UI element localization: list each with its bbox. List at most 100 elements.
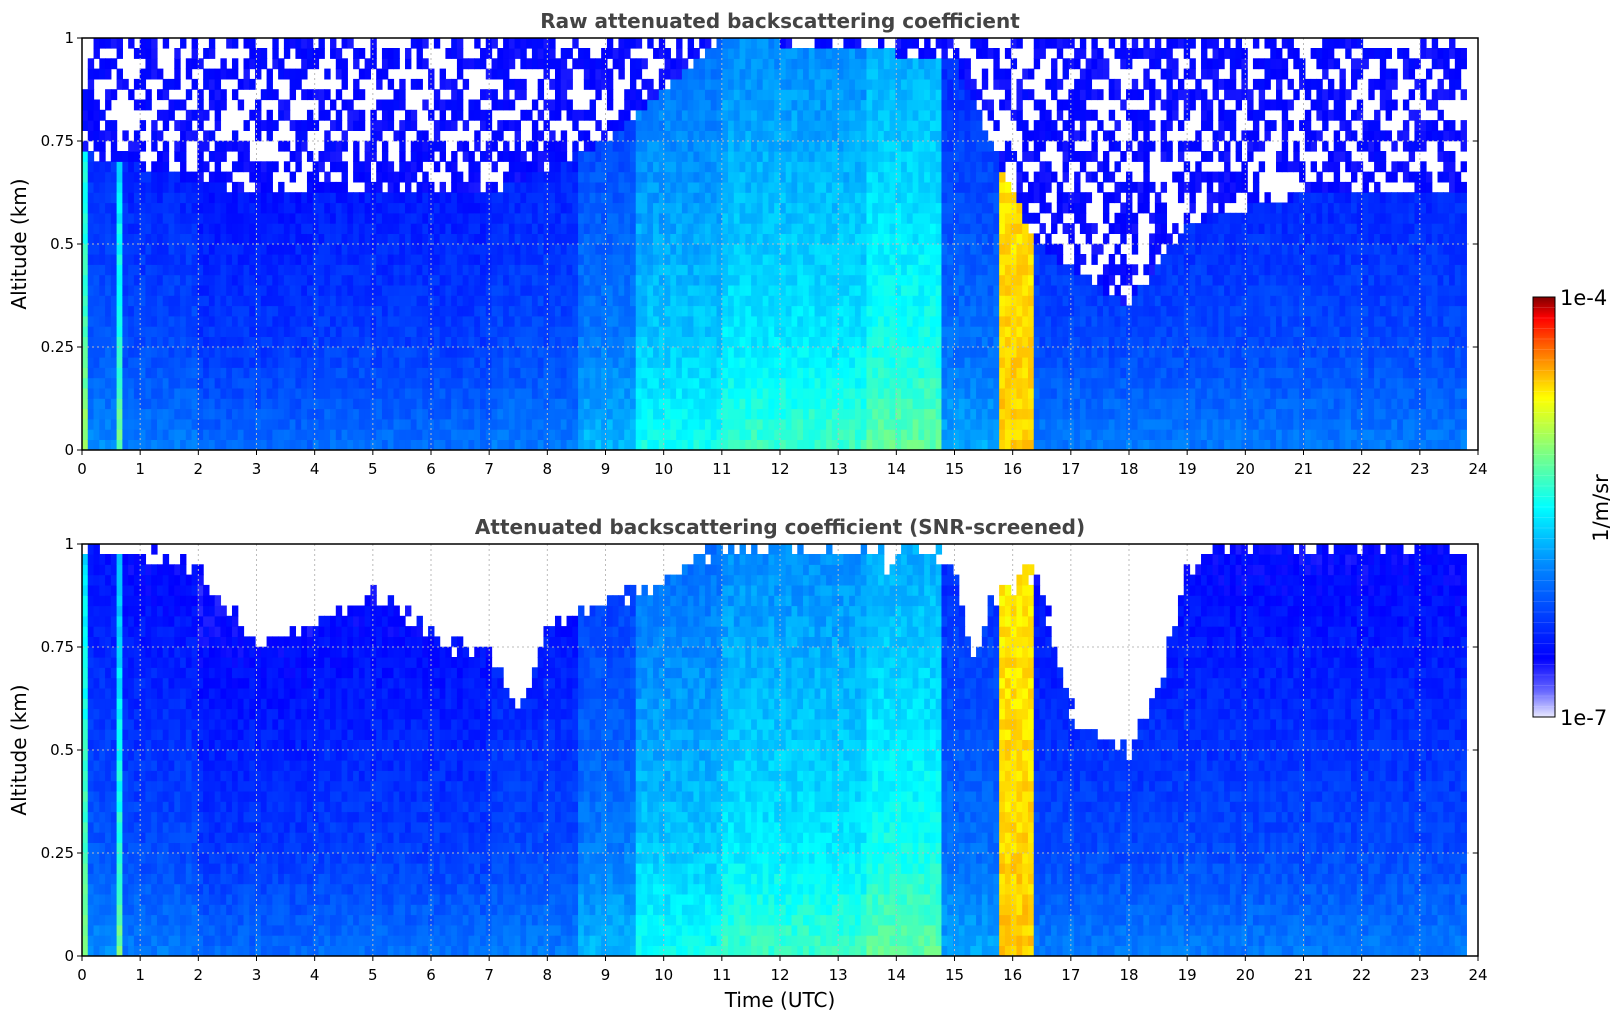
heatmap-cell	[306, 37, 314, 49]
heatmap-cell	[306, 233, 314, 245]
heatmap-cell	[560, 254, 568, 265]
heatmap-cell	[837, 161, 844, 173]
heatmap-cell	[572, 305, 579, 317]
heatmap-cell	[353, 78, 360, 90]
heatmap-cell	[768, 387, 775, 399]
heatmap-cell	[739, 89, 746, 101]
heatmap-cell	[647, 161, 654, 173]
heatmap-cell	[122, 305, 129, 317]
heatmap-cell	[156, 161, 164, 173]
heatmap-cell	[774, 202, 781, 214]
heatmap-cell	[693, 48, 700, 59]
heatmap-cell	[416, 326, 423, 337]
heatmap-cell	[549, 171, 556, 183]
heatmap-cell	[266, 326, 273, 337]
heatmap-cell	[353, 429, 360, 440]
heatmap-cell	[474, 223, 481, 234]
heatmap-cell	[503, 336, 510, 348]
heatmap-cell	[664, 284, 671, 296]
heatmap-cell	[779, 326, 787, 337]
heatmap-cell	[762, 37, 770, 49]
heatmap-cell	[283, 377, 291, 389]
heatmap-cell	[87, 89, 95, 101]
heatmap-cell	[641, 387, 648, 399]
heatmap-cell	[635, 202, 643, 214]
heatmap-cell	[647, 264, 654, 276]
heatmap-cell	[203, 109, 210, 121]
heatmap-cell	[629, 192, 637, 204]
heatmap-cell	[174, 429, 181, 440]
heatmap-cell	[699, 429, 706, 440]
heatmap-cell	[595, 274, 602, 286]
heatmap-cell	[797, 264, 804, 276]
heatmap-cell	[318, 181, 325, 193]
heatmap-cell	[653, 408, 660, 420]
heatmap-cell	[543, 37, 550, 49]
heatmap-cell	[583, 161, 591, 173]
heatmap-cell	[751, 346, 758, 358]
heatmap-cell	[208, 233, 216, 245]
heatmap-cell	[180, 398, 187, 410]
heatmap-cell	[889, 326, 896, 337]
heatmap-cell	[180, 120, 187, 131]
heatmap-cell	[255, 212, 262, 224]
heatmap-cell	[797, 68, 804, 80]
heatmap-cell	[606, 264, 614, 276]
heatmap-cell	[439, 264, 446, 276]
heatmap-cell	[653, 439, 660, 451]
heatmap-cell	[808, 212, 816, 224]
heatmap-cell	[768, 78, 775, 90]
heatmap-cell	[508, 151, 516, 162]
heatmap-cell	[566, 284, 573, 296]
heatmap-cell	[462, 78, 470, 90]
heatmap-cell	[664, 192, 671, 204]
heatmap-cell	[606, 151, 614, 162]
heatmap-cell	[128, 233, 135, 245]
heatmap-cell	[549, 254, 556, 265]
heatmap-cell	[843, 264, 850, 276]
heatmap-cell	[260, 398, 268, 410]
heatmap-cell	[480, 357, 487, 368]
heatmap-cell	[699, 243, 706, 255]
heatmap-cell	[347, 233, 354, 245]
heatmap-cell	[451, 305, 458, 317]
heatmap-cell	[716, 212, 723, 224]
heatmap-cell	[370, 202, 377, 214]
heatmap-cell	[664, 109, 671, 121]
heatmap-cell	[601, 336, 608, 348]
heatmap-cell	[566, 377, 573, 389]
heatmap-cell	[681, 130, 689, 142]
heatmap-cell	[116, 243, 123, 255]
heatmap-cell	[93, 37, 100, 49]
heatmap-cell	[133, 212, 141, 224]
heatmap-cell	[180, 284, 187, 296]
heatmap-cell	[451, 254, 458, 265]
heatmap-cell	[358, 120, 366, 131]
heatmap-cell	[451, 295, 458, 307]
heatmap-cell	[751, 130, 758, 142]
heatmap-cell	[572, 140, 579, 152]
heatmap-cell	[93, 336, 100, 348]
heatmap-cell	[572, 357, 579, 368]
heatmap-cell	[687, 233, 695, 245]
heatmap-cell	[820, 357, 827, 368]
heatmap-cell	[716, 305, 723, 317]
heatmap-cell	[658, 346, 666, 358]
heatmap-cell	[197, 161, 204, 173]
heatmap-cell	[180, 326, 187, 337]
heatmap-cell	[122, 192, 129, 204]
heatmap-cell	[128, 181, 135, 193]
heatmap-cell	[145, 377, 152, 389]
heatmap-cell	[283, 109, 291, 121]
heatmap-cell	[410, 336, 418, 348]
heatmap-cell	[768, 315, 775, 327]
heatmap-cell	[133, 264, 141, 276]
heatmap-cell	[370, 130, 377, 142]
heatmap-cell	[618, 274, 625, 286]
heatmap-cell	[503, 326, 510, 337]
heatmap-cell	[878, 151, 885, 162]
heatmap-cell	[139, 305, 147, 317]
heatmap-cell	[687, 408, 695, 420]
heatmap-cell	[364, 181, 372, 193]
heatmap-cell	[762, 78, 770, 90]
